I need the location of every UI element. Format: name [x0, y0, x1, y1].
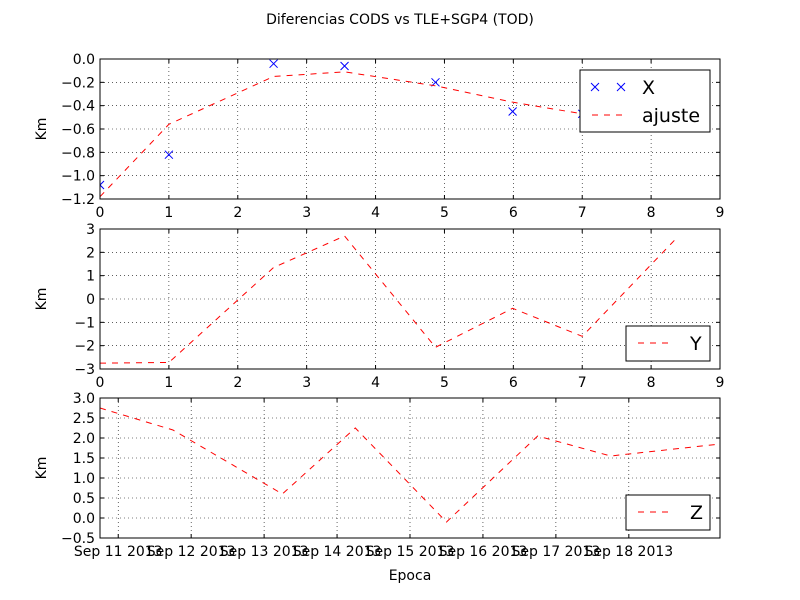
p1-xtick-label-8: 8 — [647, 375, 656, 391]
p1-xtick-label-4: 4 — [371, 375, 380, 391]
p1-ytick-label-5: 2 — [86, 245, 95, 261]
p2-xtick-label-1: Sep 12 2013 — [147, 544, 236, 560]
p2-legend: Z — [625, 494, 711, 531]
p1-xtick-label-6: 6 — [509, 375, 518, 391]
p0-xtick-label-7: 7 — [578, 205, 587, 221]
p1-ytick-label-1: −2 — [74, 339, 95, 355]
p2-ytick-label-2: 0.5 — [73, 491, 95, 507]
p2-ytick-label-7: 3.0 — [73, 391, 95, 407]
p2-xtick-label-5: Sep 16 2013 — [439, 544, 528, 560]
p0-ytick-label-6: 0.0 — [73, 52, 95, 68]
p1-xtick-label-9: 9 — [716, 375, 725, 391]
p1-xtick-label-1: 1 — [164, 375, 173, 391]
p1-series-group — [100, 235, 676, 364]
p2-xtick-label-3: Sep 14 2013 — [293, 544, 382, 560]
p2-axes-frame — [99, 397, 721, 539]
p0-series-0-point-2 — [269, 59, 278, 69]
p1-ytick-label-2: −1 — [74, 315, 95, 331]
p0-ytick-label-5: −0.2 — [61, 75, 95, 91]
p0-xtick-label-3: 3 — [302, 205, 311, 221]
p0-ytick-label-4: −0.4 — [61, 99, 95, 115]
p1-xtick-label-7: 7 — [578, 375, 587, 391]
p0-xtick-label-2: 2 — [233, 205, 242, 221]
axes-y-panel: 0 1 2 3 4 5 6 7 8 9 −3 −2 −1 0 1 2 3 Km Y — [34, 222, 724, 391]
p0-xtick-label-5: 5 — [440, 205, 449, 221]
p1-ytick-label-4: 1 — [86, 269, 95, 285]
p0-ytick-label-0: −1.2 — [61, 192, 95, 208]
p1-ylabel: Km — [34, 288, 50, 311]
p2-xtick-label-7: Sep 18 2013 — [584, 544, 673, 560]
p0-xtick-label-8: 8 — [647, 205, 656, 221]
p1-xtick-label-0: 0 — [96, 375, 105, 391]
p0-legend-box — [579, 69, 711, 133]
p0-ytick-label-3: −0.6 — [61, 122, 95, 138]
p0-series-0-point-5 — [508, 107, 517, 116]
p2-xtick-label-4: Sep 15 2013 — [366, 544, 455, 560]
p2-xlabel: Epoca — [389, 568, 432, 584]
p0-ytick-label-1: −1.0 — [61, 169, 95, 185]
p1-xtick-label-5: 5 — [440, 375, 449, 391]
p1-ytick-label-6: 3 — [86, 222, 95, 238]
axes-x-panel: 0 1 2 3 4 5 6 7 8 9 −1.2 −1.0 −0.8 −0.6 −0.4 −0.2 0.0 Km X… — [34, 52, 724, 221]
p0-series-0-point-1 — [164, 150, 174, 160]
p1-xtick-label-3: 3 — [302, 375, 311, 391]
p0-legend-label-1: ajuste — [642, 105, 700, 127]
p2-ytick-label-3: 1.0 — [73, 471, 95, 487]
p2-ytick-label-0: −0.5 — [61, 531, 95, 547]
p0-series-0-point-3 — [340, 61, 349, 71]
p2-xtick-label-6: Sep 17 2013 — [512, 544, 601, 560]
p0-series-0-point-0 — [100, 180, 105, 190]
p0-ytick-label-2: −0.8 — [61, 145, 95, 161]
p1-axes-frame — [99, 228, 721, 370]
p1-legend-label-0: Y — [689, 333, 702, 355]
p1-ytick-label-0: −3 — [74, 362, 95, 378]
p2-xtick-label-0: Sep 11 2013 — [74, 544, 163, 560]
p2-ylabel: Km — [34, 457, 50, 480]
p0-legend-marker-0-0 — [590, 82, 600, 92]
p0-legend-label-0: X — [642, 77, 655, 99]
p1-ytick-label-3: 0 — [86, 292, 95, 308]
p2-series-0-line — [100, 407, 720, 523]
p0-xtick-label-4: 4 — [371, 205, 380, 221]
p0-axes-frame — [99, 58, 721, 200]
p2-ytick-label-5: 2.0 — [73, 431, 95, 447]
p2-ytick-label-6: 2.5 — [73, 411, 95, 427]
p2-ytick-label-1: 0.0 — [73, 511, 95, 527]
p2-xtick-label-2: Sep 13 2013 — [220, 544, 309, 560]
p0-xtick-label-0: 0 — [96, 205, 105, 221]
p0-xtick-label-9: 9 — [716, 205, 725, 221]
p2-series-group — [100, 407, 720, 523]
p0-ylabel: Km — [34, 118, 50, 141]
figure-title: Diferencias CODS vs TLE+SGP4 (TOD) — [266, 12, 534, 28]
p0-legend-marker-0-1 — [616, 82, 626, 92]
p1-xtick-label-2: 2 — [233, 375, 242, 391]
p1-series-0-line — [100, 235, 676, 364]
p1-legend: Y — [625, 325, 711, 362]
p0-xtick-label-1: 1 — [164, 205, 173, 221]
p2-ytick-label-4: 1.5 — [73, 451, 95, 467]
p0-xtick-label-6: 6 — [509, 205, 518, 221]
p2-legend-label-0: Z — [690, 502, 703, 524]
